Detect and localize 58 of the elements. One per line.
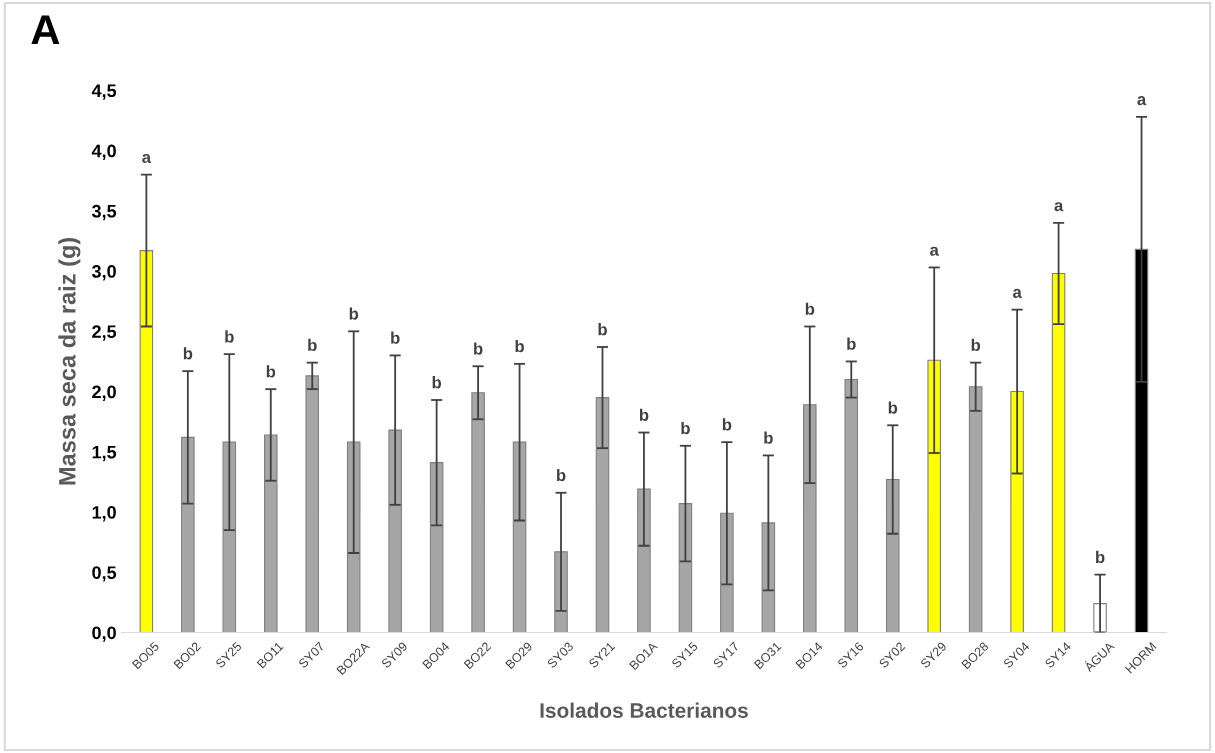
y-axis-title: Massa seca da raiz (g) bbox=[58, 237, 81, 485]
y-tick-label: 4,0 bbox=[91, 144, 116, 160]
annotation: a bbox=[930, 246, 939, 256]
bar bbox=[968, 386, 983, 633]
y-tick-label: 1,5 bbox=[92, 445, 117, 462]
annotation: b bbox=[308, 338, 317, 352]
annotation: b bbox=[515, 339, 524, 353]
bar bbox=[512, 441, 527, 633]
annotation: a bbox=[1012, 288, 1022, 299]
bar bbox=[1010, 391, 1024, 633]
annotation: b bbox=[391, 331, 400, 344]
bar bbox=[181, 436, 195, 633]
annotation: b bbox=[764, 431, 773, 444]
y-tick-label: 0,0 bbox=[92, 626, 116, 642]
bar bbox=[388, 429, 402, 633]
y-tick-label: 3,5 bbox=[91, 204, 117, 221]
annotation: b bbox=[598, 323, 607, 336]
annotation: b bbox=[681, 421, 690, 435]
annotation: a bbox=[142, 153, 152, 164]
bar bbox=[885, 478, 900, 633]
annotation: b bbox=[183, 347, 193, 360]
annotation: b bbox=[722, 418, 732, 431]
annotation: a bbox=[1054, 202, 1064, 212]
bar bbox=[637, 488, 651, 633]
bar bbox=[1134, 248, 1149, 633]
bar bbox=[305, 375, 320, 633]
y-tick-label: 4,5 bbox=[91, 84, 117, 100]
annotation: b bbox=[1096, 550, 1105, 564]
bar bbox=[595, 397, 610, 633]
bar bbox=[803, 404, 817, 633]
annotation: b bbox=[639, 408, 649, 421]
bar bbox=[429, 462, 444, 633]
bar bbox=[139, 250, 154, 633]
annotation: b bbox=[971, 338, 981, 352]
bar bbox=[927, 359, 941, 633]
annotation: b bbox=[266, 365, 276, 378]
bar bbox=[263, 434, 278, 633]
x-axis-title: Isolados Bacterianos bbox=[540, 702, 748, 718]
annotation: b bbox=[432, 376, 442, 389]
bar bbox=[222, 441, 237, 633]
y-tick-label: 2,0 bbox=[92, 385, 116, 401]
y-tick-label: 2,5 bbox=[92, 325, 117, 341]
y-tick-label: 3,0 bbox=[91, 265, 116, 281]
annotation: b bbox=[557, 468, 566, 482]
bar bbox=[471, 392, 485, 633]
bar bbox=[678, 503, 693, 633]
annotation: b bbox=[349, 307, 359, 320]
y-tick-label: 0,5 bbox=[92, 566, 117, 582]
bar bbox=[1051, 272, 1066, 633]
chart-title: A bbox=[31, 15, 60, 45]
annotation: b bbox=[888, 401, 898, 414]
annotation: b bbox=[847, 337, 856, 350]
bar bbox=[844, 378, 859, 633]
annotation: b bbox=[225, 330, 234, 343]
y-tick-label: 1,0 bbox=[92, 505, 116, 522]
annotation: a bbox=[1137, 96, 1147, 106]
annotation: b bbox=[474, 342, 483, 355]
annotation: b bbox=[805, 302, 815, 315]
